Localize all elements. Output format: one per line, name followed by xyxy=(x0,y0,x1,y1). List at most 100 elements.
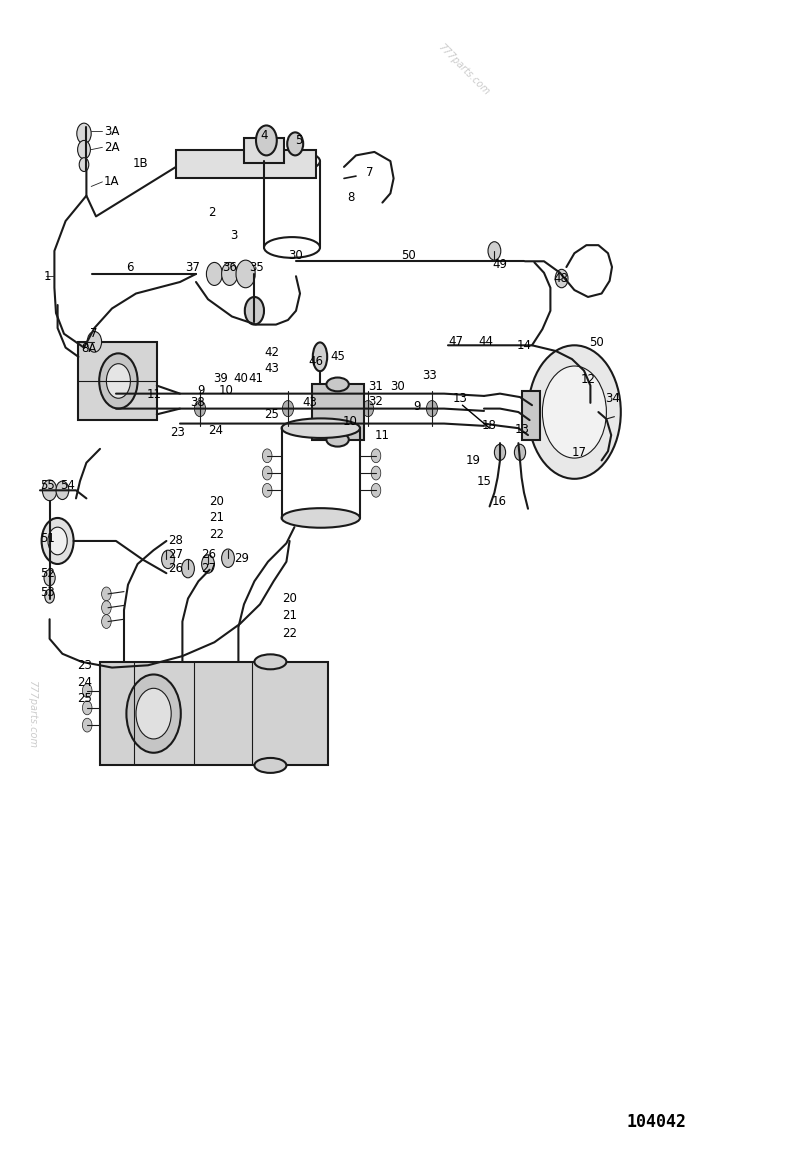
Text: 1A: 1A xyxy=(104,175,119,189)
Text: 22: 22 xyxy=(209,527,224,541)
Text: 5: 5 xyxy=(295,134,303,147)
Circle shape xyxy=(287,132,303,155)
Text: 24: 24 xyxy=(208,424,223,437)
Text: 32: 32 xyxy=(368,395,383,409)
Circle shape xyxy=(87,331,102,352)
Circle shape xyxy=(528,345,621,479)
Text: 3A: 3A xyxy=(104,124,119,138)
Text: 50: 50 xyxy=(402,249,416,262)
Text: 7: 7 xyxy=(90,327,98,341)
Text: 20: 20 xyxy=(282,592,298,605)
Text: 42: 42 xyxy=(264,345,279,359)
Circle shape xyxy=(262,466,272,480)
Text: 11: 11 xyxy=(146,388,162,402)
Bar xyxy=(244,138,284,163)
Text: 23: 23 xyxy=(77,658,92,672)
Text: 45: 45 xyxy=(330,350,346,364)
Text: 13: 13 xyxy=(453,391,468,405)
Bar xyxy=(78,342,157,420)
Text: 11: 11 xyxy=(374,428,390,442)
Circle shape xyxy=(48,527,67,555)
Circle shape xyxy=(106,364,130,398)
Text: 777parts.com: 777parts.com xyxy=(437,41,491,97)
Circle shape xyxy=(82,718,92,732)
Ellipse shape xyxy=(282,419,360,439)
Circle shape xyxy=(371,449,381,463)
Bar xyxy=(100,662,328,765)
Circle shape xyxy=(488,242,501,260)
Ellipse shape xyxy=(326,378,349,391)
Text: 8A: 8A xyxy=(82,342,97,356)
Circle shape xyxy=(79,158,89,171)
Circle shape xyxy=(262,483,272,497)
Text: 777parts.com: 777parts.com xyxy=(27,679,37,748)
Text: 48: 48 xyxy=(554,272,569,285)
Ellipse shape xyxy=(326,433,349,447)
Circle shape xyxy=(102,615,111,628)
Text: 43: 43 xyxy=(264,361,279,375)
Text: 9: 9 xyxy=(413,399,420,413)
Circle shape xyxy=(182,559,194,578)
Circle shape xyxy=(77,123,91,144)
Circle shape xyxy=(222,262,238,285)
Text: 39: 39 xyxy=(213,372,228,386)
Text: 10: 10 xyxy=(342,414,358,428)
Text: 49: 49 xyxy=(492,258,507,272)
Circle shape xyxy=(202,555,214,573)
Text: 46: 46 xyxy=(309,355,324,368)
Circle shape xyxy=(262,449,272,463)
Text: 41: 41 xyxy=(249,372,264,386)
Text: 35: 35 xyxy=(250,260,264,274)
Text: 12: 12 xyxy=(581,373,596,387)
Text: 33: 33 xyxy=(422,368,437,382)
Bar xyxy=(312,384,364,440)
Ellipse shape xyxy=(254,759,286,773)
Text: 29: 29 xyxy=(234,551,250,565)
Circle shape xyxy=(362,401,374,417)
Circle shape xyxy=(245,297,264,325)
Text: 37: 37 xyxy=(186,260,201,274)
Ellipse shape xyxy=(282,509,360,527)
Text: 27: 27 xyxy=(168,548,183,562)
Text: 20: 20 xyxy=(209,495,224,509)
Circle shape xyxy=(45,589,54,603)
Text: 24: 24 xyxy=(77,676,92,689)
Text: 21: 21 xyxy=(209,511,224,525)
Circle shape xyxy=(371,466,381,480)
Text: 50: 50 xyxy=(589,336,603,350)
Circle shape xyxy=(236,260,255,288)
Circle shape xyxy=(99,353,138,409)
Text: 36: 36 xyxy=(222,260,238,274)
Text: 54: 54 xyxy=(60,479,75,493)
Text: 8: 8 xyxy=(347,191,354,205)
Circle shape xyxy=(494,444,506,460)
Circle shape xyxy=(82,701,92,715)
Text: 14: 14 xyxy=(517,338,532,352)
Text: 25: 25 xyxy=(264,407,279,421)
Bar xyxy=(522,391,540,440)
Text: 30: 30 xyxy=(288,249,302,262)
Circle shape xyxy=(162,550,174,569)
Text: 2A: 2A xyxy=(104,140,119,154)
Text: 9: 9 xyxy=(197,383,204,397)
Text: 22: 22 xyxy=(282,626,298,640)
Circle shape xyxy=(206,262,222,285)
Text: 1: 1 xyxy=(44,269,51,283)
Text: 18: 18 xyxy=(482,419,497,433)
Text: 21: 21 xyxy=(282,609,298,623)
Text: 55: 55 xyxy=(40,479,54,493)
Text: 2: 2 xyxy=(208,206,215,220)
Circle shape xyxy=(42,480,57,501)
Text: 19: 19 xyxy=(466,453,481,467)
Text: 16: 16 xyxy=(491,495,506,509)
Circle shape xyxy=(42,518,74,564)
Circle shape xyxy=(78,140,90,159)
Text: 15: 15 xyxy=(477,474,492,488)
Text: 104042: 104042 xyxy=(626,1113,686,1131)
Circle shape xyxy=(194,401,206,417)
Ellipse shape xyxy=(254,654,286,670)
Text: 4: 4 xyxy=(260,129,268,143)
Circle shape xyxy=(542,366,606,458)
Text: 43: 43 xyxy=(302,396,318,410)
Text: 34: 34 xyxy=(605,391,620,405)
